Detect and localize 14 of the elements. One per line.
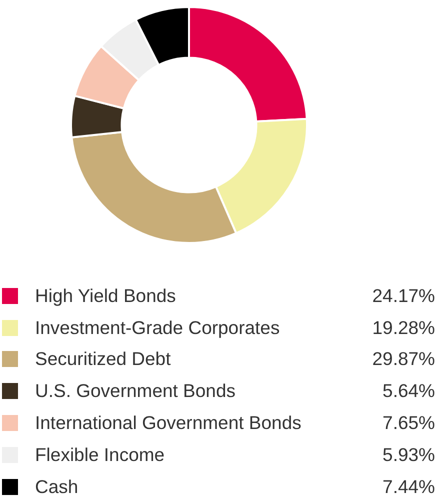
legend-label: Cash xyxy=(35,476,80,496)
legend-label: International Government Bonds xyxy=(35,412,302,434)
data-label: 19.28% xyxy=(372,316,436,339)
data-label: 29.87% xyxy=(372,348,436,370)
data-label: 7.65% xyxy=(382,412,436,434)
data-label: 24.17% xyxy=(372,284,436,307)
legend-label: Investment-Grade Corporates xyxy=(35,316,281,339)
legend-label: Flexible Income xyxy=(35,444,166,466)
data-label: 5.64% xyxy=(382,380,436,402)
data-label: 5.93% xyxy=(382,444,436,466)
legend-label: U.S. Government Bonds xyxy=(35,380,237,402)
legend-label: Securitized Debt xyxy=(35,348,172,370)
legend-label: High Yield Bonds xyxy=(35,284,177,307)
data-label: 7.44% xyxy=(382,476,436,496)
